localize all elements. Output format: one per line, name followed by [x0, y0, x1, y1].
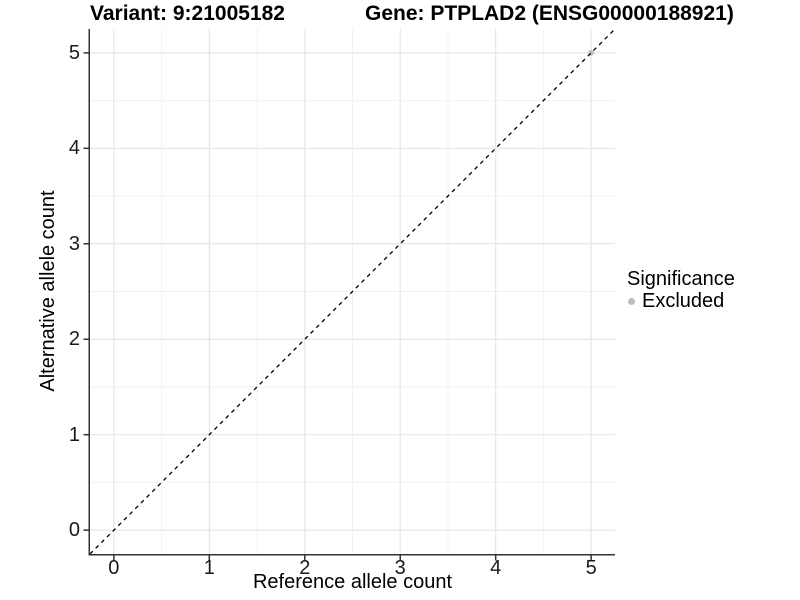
y-tick-label: 5 [68, 41, 80, 64]
legend: Significance Excluded [627, 269, 735, 312]
y-tick-label: 4 [68, 137, 80, 160]
y-tick-label: 1 [68, 423, 80, 446]
legend-entry-label: Excluded [642, 290, 725, 312]
x-tick-label: 2 [299, 557, 311, 579]
chart-title-gene: Gene: PTPLAD2 (ENSG00000188921) [365, 2, 734, 25]
x-tick-label: 0 [108, 557, 120, 579]
x-tick-label: 5 [585, 557, 597, 579]
x-tick-label: 4 [490, 557, 502, 579]
chart-title-variant: Variant: 9:21005182 [90, 2, 285, 25]
legend-title: Significance [627, 268, 735, 290]
legend-entry-excluded: Excluded [627, 291, 735, 312]
x-tick-label: 1 [203, 557, 215, 579]
y-tick-label: 3 [68, 232, 80, 255]
identity-reference-line [89, 28, 616, 555]
x-axis-label: Reference allele count [252, 571, 452, 593]
legend-point-icon [628, 298, 635, 305]
y-axis-label: Alternative allele count [37, 190, 59, 392]
x-tick-label: 3 [394, 557, 406, 579]
y-tick-label: 0 [68, 519, 80, 542]
y-tick-label: 2 [68, 328, 80, 351]
